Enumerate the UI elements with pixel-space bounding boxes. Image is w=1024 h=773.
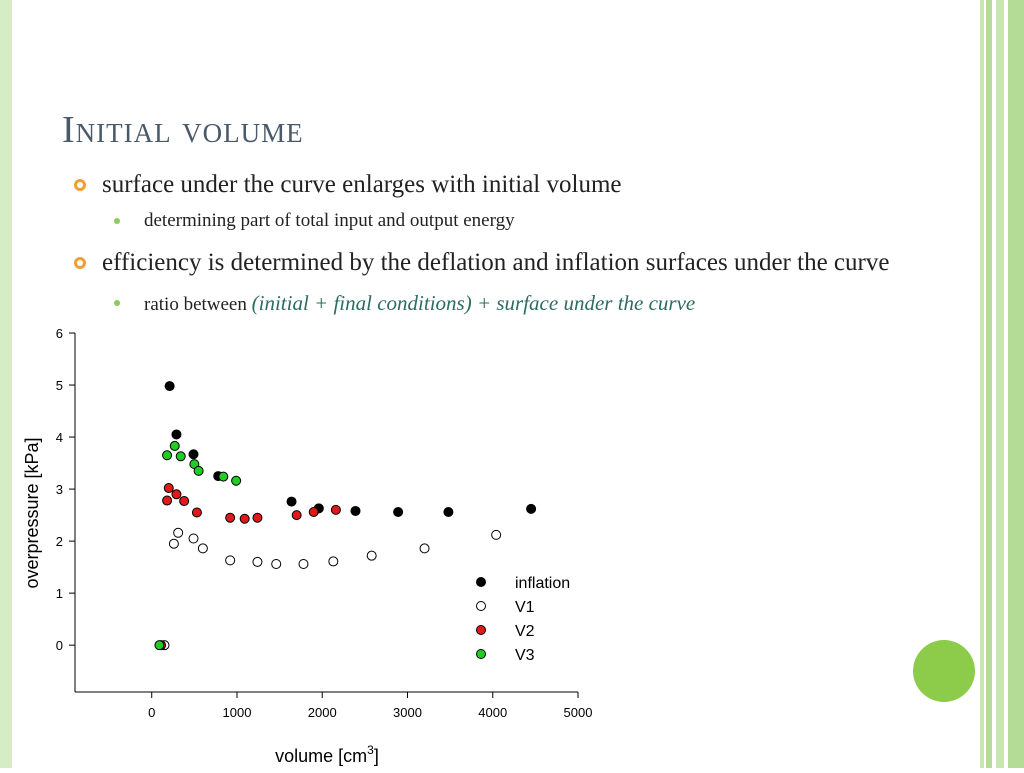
data-point-inflation	[350, 505, 361, 516]
data-point-v2	[163, 483, 174, 494]
y-tick-label: 5	[56, 378, 63, 393]
data-point-v1	[328, 556, 339, 567]
legend-label: V1	[515, 599, 535, 616]
data-point-v1	[225, 555, 236, 566]
x-tick-label: 5000	[564, 705, 593, 720]
chart-svg: 0 1 2 3 4 5 6 0 1000 2000 3000 4000 5000 inflation V1…	[22, 326, 593, 766]
legend-label: V2	[515, 623, 535, 640]
data-point-inflation	[286, 496, 297, 507]
bullet-list: surface under the curve enlarges with in…	[72, 168, 952, 328]
bullet-ring-icon	[74, 257, 86, 269]
x-tick-label: 1000	[223, 705, 252, 720]
legend-label: V3	[515, 647, 535, 664]
sub-bullet-dot-icon	[114, 300, 120, 306]
data-point-v1	[271, 559, 282, 570]
y-tick-label: 4	[56, 430, 63, 445]
data-point-inflation	[188, 449, 199, 460]
data-point-v3	[231, 475, 242, 486]
data-point-v2	[171, 489, 182, 500]
data-point-inflation	[443, 506, 454, 517]
x-tick-label: 3000	[393, 705, 422, 720]
data-point-v1	[252, 556, 263, 567]
data-point-v1	[168, 538, 179, 549]
bullet-text: surface under the curve enlarges with in…	[102, 171, 622, 198]
data-point-v3	[162, 450, 173, 461]
legend-label: inflation	[515, 575, 570, 592]
y-tick-label: 2	[56, 534, 63, 549]
data-point-v2	[239, 513, 250, 524]
data-point-v2	[308, 506, 319, 517]
data-point-v1	[188, 533, 199, 544]
bullet-text: efficiency is determined by the deflatio…	[102, 249, 890, 276]
legend-marker-v1	[476, 601, 486, 611]
data-point-v1	[298, 559, 309, 570]
scatter-chart: 0 1 2 3 4 5 6 0 1000 2000 3000 4000 5000 inflation V1…	[0, 318, 620, 768]
slide-border-left	[0, 0, 12, 768]
decorative-green-circle	[913, 640, 975, 702]
y-tick-label: 1	[56, 586, 63, 601]
data-point-v3	[169, 440, 180, 451]
data-point-v2	[330, 504, 341, 515]
data-point-v1	[491, 529, 502, 540]
sub-bullet-dot-icon	[114, 218, 120, 224]
data-point-inflation	[526, 503, 537, 514]
legend-marker-v2	[476, 625, 486, 635]
data-point-inflation	[164, 381, 175, 392]
data-point-v2	[162, 495, 173, 506]
data-point-v2	[191, 507, 202, 518]
y-axis-label: overpressure [kPa]	[22, 437, 42, 588]
data-point-v1	[197, 543, 208, 554]
slide-title: Initial volume	[62, 109, 304, 151]
data-point-v3	[218, 471, 229, 482]
data-point-v2	[291, 510, 302, 521]
x-tick-label: 0	[148, 705, 155, 720]
data-point-v3	[193, 465, 204, 476]
data-point-v3	[175, 451, 186, 462]
data-point-v2	[252, 512, 263, 523]
data-point-v2	[179, 496, 190, 507]
sub-bullet-item: determining part of total input and outp…	[72, 206, 952, 236]
data-point-v2	[225, 512, 236, 523]
y-tick-label: 0	[56, 638, 63, 653]
data-point-inflation	[171, 429, 182, 440]
y-tick-label: 6	[56, 326, 63, 341]
slide-border-right	[976, 0, 1024, 768]
data-point-v1	[419, 543, 430, 554]
sub-bullet-item: ratio between (initial + final condition…	[72, 288, 952, 320]
x-tick-label: 2000	[308, 705, 337, 720]
data-point-v3	[154, 640, 165, 651]
legend-marker-inflation	[476, 577, 486, 587]
data-point-inflation	[393, 506, 404, 517]
bullet-item: efficiency is determined by the deflatio…	[72, 246, 952, 280]
data-point-v1	[366, 550, 377, 561]
x-tick-label: 4000	[478, 705, 507, 720]
sub-bullet-emphasis: (initial + final conditions) + surface u…	[251, 291, 696, 315]
sub-bullet-text: determining part of total input and outp…	[144, 210, 515, 231]
y-tick-label: 3	[56, 482, 63, 497]
x-axis-label: volume [cm3]	[275, 743, 379, 766]
chart-axes: 0 1 2 3 4 5 6 0 1000 2000 3000 4000 5000	[56, 326, 593, 720]
chart-marks	[154, 381, 537, 651]
chart-legend: inflation V1 V2 V3	[476, 575, 570, 664]
bullet-ring-icon	[74, 179, 86, 191]
bullet-item: surface under the curve enlarges with in…	[72, 168, 952, 202]
legend-marker-v3	[476, 649, 486, 659]
sub-bullet-prefix: ratio between	[144, 294, 252, 315]
data-point-v1	[173, 527, 184, 538]
